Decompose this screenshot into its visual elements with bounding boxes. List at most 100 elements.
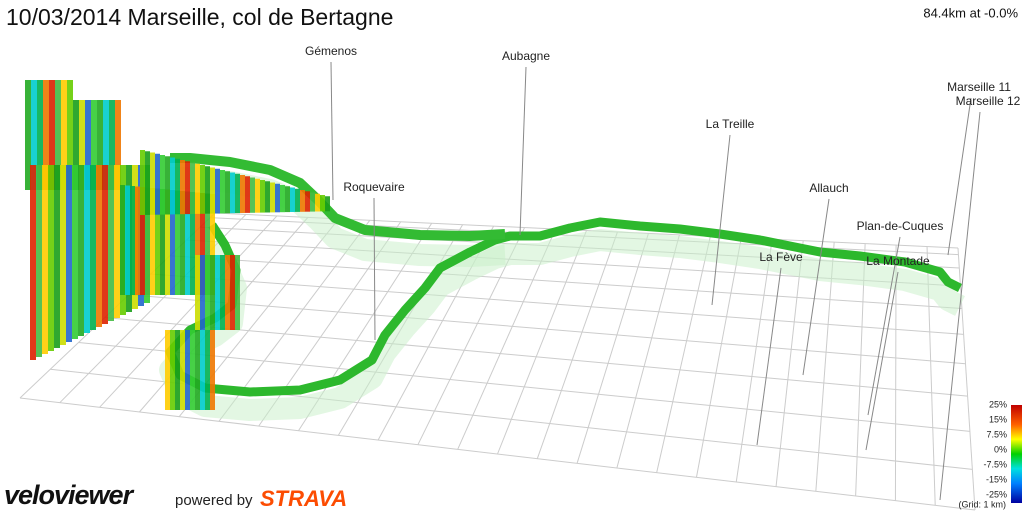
elevation-wall	[210, 194, 215, 295]
leader-line	[711, 134, 731, 306]
elevation-wall	[210, 167, 215, 214]
elevation-wall	[245, 176, 250, 213]
elevation-wall	[225, 171, 230, 214]
elevation-wall	[180, 330, 185, 410]
elevation-wall	[160, 189, 165, 295]
elevation-wall	[31, 80, 37, 190]
elevation-wall	[135, 186, 140, 295]
legend-label: 7.5%	[986, 429, 1007, 439]
elevation-wall	[150, 188, 155, 295]
elevation-wall	[200, 193, 205, 295]
elevation-wall	[305, 191, 310, 212]
elevation-wall	[130, 186, 135, 295]
elevation-wall	[200, 255, 205, 330]
elevation-wall	[200, 330, 205, 410]
grid-line	[656, 236, 711, 473]
place-label: Allauch	[809, 181, 848, 195]
elevation-wall	[265, 181, 270, 213]
elevation-wall	[125, 185, 130, 295]
elevation-wall	[60, 165, 66, 345]
place-labels: Gémenos Aubagne La Treille Roquevaire Allauc…	[305, 44, 1021, 501]
elevation-wall	[250, 177, 255, 213]
elevation-wall	[115, 100, 121, 190]
legend-label: -15%	[986, 474, 1007, 484]
elevation-wall	[205, 166, 210, 214]
leader-line	[756, 267, 782, 446]
route-ribbon	[25, 80, 965, 421]
legend-label: 15%	[989, 414, 1007, 424]
elevation-wall	[78, 165, 84, 336]
elevation-wall	[180, 191, 185, 295]
elevation-wall	[150, 152, 155, 215]
grid-line	[957, 247, 976, 511]
elevation-wall	[290, 187, 295, 212]
legend: 25% 15% 7.5% 0% -7.5% -15% -25%	[983, 399, 1007, 499]
elevation-wall	[165, 330, 170, 410]
elevation-wall	[240, 175, 245, 213]
elevation-wall	[48, 165, 54, 351]
place-label: Roquevaire	[343, 180, 405, 194]
elevation-wall	[43, 80, 49, 190]
elevation-wall	[195, 255, 200, 330]
elevation-wall	[235, 173, 240, 214]
grid-line	[576, 233, 649, 464]
elevation-wall	[55, 80, 61, 190]
leader-line	[373, 197, 376, 341]
grid-line	[735, 239, 773, 483]
place-label: Aubagne	[502, 49, 550, 63]
legend-label: -25%	[986, 489, 1007, 499]
legend-label: 0%	[994, 444, 1007, 454]
place-label: La Treille	[706, 117, 755, 131]
grid-line	[497, 230, 587, 455]
elevation-wall	[73, 100, 79, 190]
elevation-wall	[190, 162, 195, 214]
powered-by: powered by	[175, 492, 253, 509]
gradient-legend	[1011, 405, 1022, 503]
logo[interactable]: veloviewer	[4, 480, 136, 510]
summary: 84.4km at -0.0%	[923, 5, 1018, 20]
place-label: Marseille 12	[956, 94, 1021, 108]
elevation-wall	[66, 165, 72, 342]
grid-line	[616, 234, 680, 469]
elevation-wall	[185, 191, 190, 295]
place-label: Plan-de-Cuques	[857, 219, 944, 233]
elevation-wall	[155, 153, 160, 215]
strava-brand[interactable]: STRAVA	[260, 486, 347, 511]
elevation-wall	[210, 330, 215, 410]
elevation-wall	[72, 165, 78, 339]
elevation-wall	[190, 192, 195, 295]
elevation-wall	[102, 165, 108, 324]
elevation-wall	[145, 187, 150, 295]
elevation-wall	[315, 193, 320, 212]
elevation-wall	[175, 330, 180, 410]
elevation-wall	[25, 80, 31, 190]
elevation-wall	[170, 190, 175, 295]
grid-line	[855, 243, 866, 497]
elevation-wall	[300, 190, 305, 212]
elevation-wall	[220, 255, 225, 330]
elevation-wall	[270, 182, 275, 213]
place-label: La Fève	[759, 250, 803, 264]
leader-line	[867, 236, 901, 416]
leader-line	[330, 61, 334, 201]
elevation-wall	[91, 100, 97, 190]
legend-label: -7.5%	[983, 459, 1007, 469]
place-label: Gémenos	[305, 44, 357, 58]
leader-line	[947, 97, 972, 256]
elevation-wall	[320, 195, 325, 212]
elevation-wall	[200, 165, 205, 214]
leader-line	[939, 111, 981, 501]
elevation-wall	[275, 183, 280, 213]
elevation-wall	[195, 330, 200, 410]
elevation-wall	[195, 192, 200, 295]
grid-line	[815, 242, 835, 492]
elevation-wall	[97, 100, 103, 190]
elevation-wall	[190, 330, 195, 410]
elevation-wall	[175, 158, 180, 215]
elevation-wall	[165, 189, 170, 295]
elevation-wall	[215, 255, 220, 330]
elevation-wall	[30, 165, 36, 360]
elevation-wall	[185, 330, 190, 410]
elevation-wall	[37, 80, 43, 190]
elevation-wall	[90, 165, 96, 330]
